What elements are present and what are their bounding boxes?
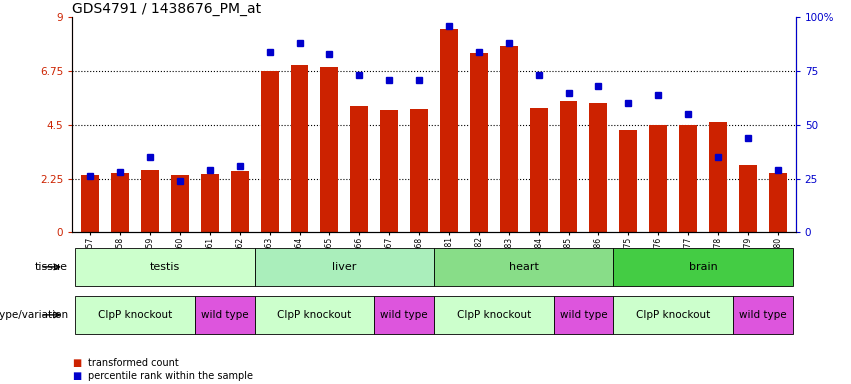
Bar <box>560 101 578 232</box>
Bar <box>768 172 786 232</box>
Bar <box>679 125 697 232</box>
Bar <box>739 166 757 232</box>
Bar <box>410 109 428 232</box>
Bar <box>620 129 637 232</box>
Bar <box>141 170 159 232</box>
Bar <box>614 296 733 334</box>
Text: genotype/variation: genotype/variation <box>0 310 68 320</box>
Text: testis: testis <box>150 262 180 272</box>
Text: transformed count: transformed count <box>88 358 179 368</box>
Bar <box>614 248 792 286</box>
Text: percentile rank within the sample: percentile rank within the sample <box>88 371 253 381</box>
Bar <box>111 172 129 232</box>
Bar <box>434 248 614 286</box>
Bar <box>254 248 434 286</box>
Text: liver: liver <box>332 262 357 272</box>
Bar <box>254 296 374 334</box>
Text: tissue: tissue <box>35 262 68 272</box>
Bar <box>231 171 248 232</box>
Bar <box>434 296 553 334</box>
Text: brain: brain <box>688 262 717 272</box>
Bar <box>195 296 254 334</box>
Text: ClpP knockout: ClpP knockout <box>636 310 711 320</box>
Bar <box>590 103 608 232</box>
Bar <box>380 111 398 232</box>
Bar <box>440 29 458 232</box>
Bar <box>82 175 100 232</box>
Bar <box>709 122 727 232</box>
Bar <box>529 108 547 232</box>
Bar <box>290 65 308 232</box>
Text: ClpP knockout: ClpP knockout <box>98 310 172 320</box>
Bar <box>201 174 219 232</box>
Bar <box>374 296 434 334</box>
Bar <box>171 175 189 232</box>
Bar <box>321 68 339 232</box>
Bar <box>733 296 792 334</box>
Text: wild type: wild type <box>380 310 428 320</box>
Text: wild type: wild type <box>560 310 608 320</box>
Bar <box>76 248 254 286</box>
Text: heart: heart <box>509 262 539 272</box>
Text: ■: ■ <box>72 371 82 381</box>
Bar <box>553 296 614 334</box>
Text: wild type: wild type <box>739 310 786 320</box>
Text: GDS4791 / 1438676_PM_at: GDS4791 / 1438676_PM_at <box>72 2 261 16</box>
Text: ClpP knockout: ClpP knockout <box>277 310 351 320</box>
Bar <box>500 46 517 232</box>
Text: ■: ■ <box>72 358 82 368</box>
Bar <box>260 71 278 232</box>
Bar <box>649 125 667 232</box>
Text: wild type: wild type <box>201 310 248 320</box>
Bar <box>470 53 488 232</box>
Text: ClpP knockout: ClpP knockout <box>457 310 531 320</box>
Bar <box>76 296 195 334</box>
Bar <box>351 106 368 232</box>
